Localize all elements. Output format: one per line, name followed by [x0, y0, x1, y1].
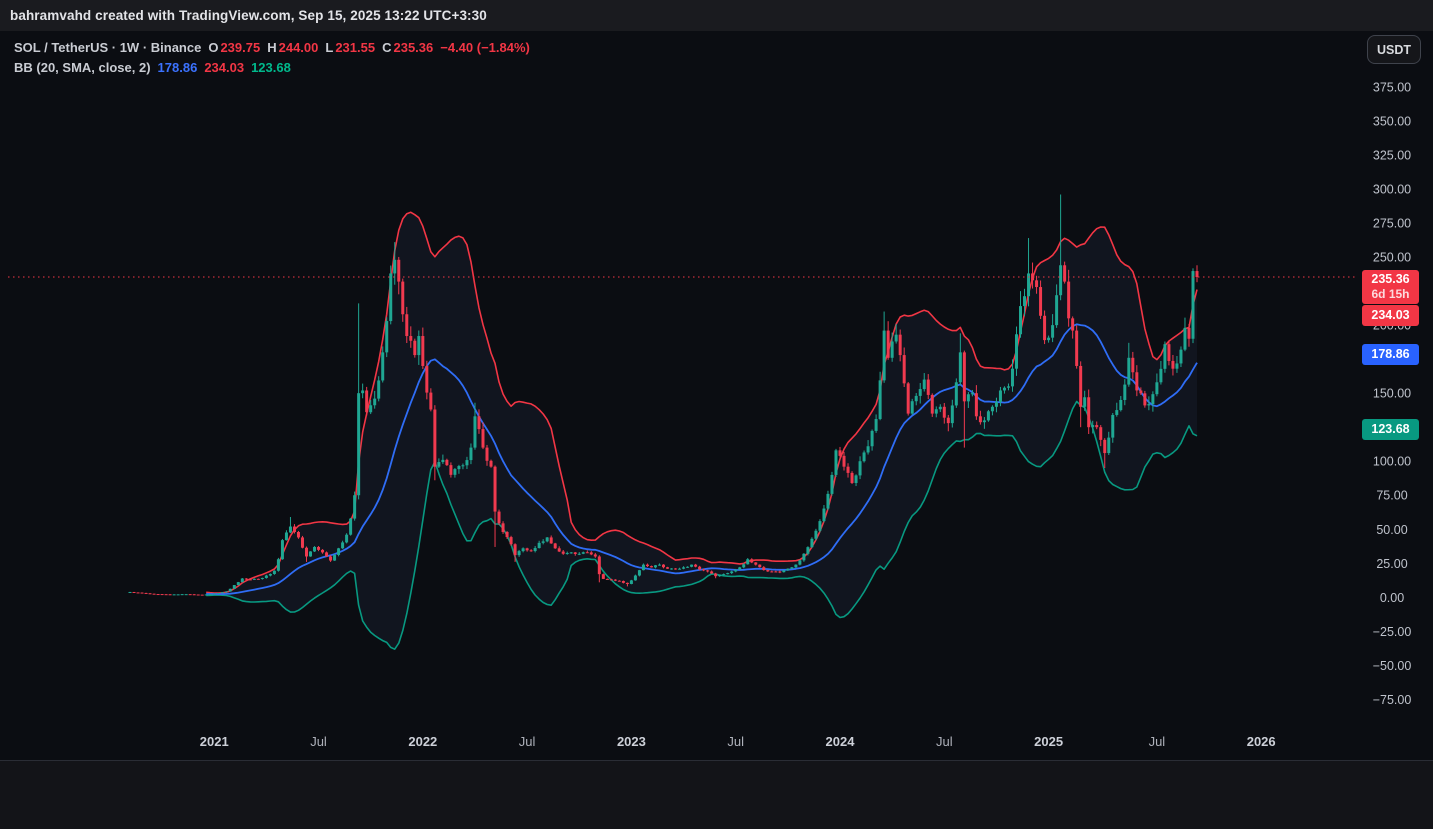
bb-band-fill [206, 212, 1197, 650]
price-axis-label: 100.00 [1373, 455, 1411, 469]
price-axis-label: 0.00 [1380, 591, 1404, 605]
bb-basis-value: 178.86 [157, 60, 198, 75]
symbol-ohlc-row: SOL / TetherUS · 1W · Binance O 239.75 H… [14, 38, 530, 58]
bottom-toolbar: TradingView [0, 760, 1433, 829]
time-axis-label: Jul [310, 734, 327, 749]
chart-legend: SOL / TetherUS · 1W · Binance O 239.75 H… [14, 38, 530, 78]
attribution-text: bahramvahd created with TradingView.com,… [10, 8, 487, 23]
indicator-value-badge: 234.03 [1362, 305, 1419, 326]
time-axis-label: 2025 [1034, 734, 1063, 749]
close-label: C [382, 40, 392, 55]
low-value: 231.55 [335, 40, 376, 55]
bb-indicator-label[interactable]: BB (20, SMA, close, 2) [14, 60, 151, 75]
bb-lower-value: 123.68 [251, 60, 291, 75]
price-axis-label: −25.00 [1373, 625, 1412, 639]
price-axis-label: 150.00 [1373, 387, 1411, 401]
time-axis-label: 2021 [200, 734, 229, 749]
time-axis-label: 2024 [826, 734, 856, 749]
price-axis-label: 375.00 [1373, 81, 1411, 95]
price-axis-label: −75.00 [1373, 693, 1412, 707]
time-axis-label: Jul [936, 734, 953, 749]
time-axis-label: 2026 [1247, 734, 1276, 749]
open-label: O [208, 40, 219, 55]
price-axis[interactable]: 375.00350.00325.00300.00275.00250.00200.… [1373, 81, 1412, 707]
price-axis-label: 325.00 [1373, 149, 1411, 163]
time-axis-label: 2022 [408, 734, 437, 749]
low-label: L [325, 40, 334, 55]
attribution-bar: bahramvahd created with TradingView.com,… [0, 0, 1433, 31]
bar-countdown: 6d 15h [1371, 287, 1410, 301]
price-axis-label: 350.00 [1373, 115, 1411, 129]
candles-layer [128, 194, 1199, 596]
time-axis[interactable]: 2021 Jul 2022 Jul 2023 Jul 2024 Jul 2025 Jul 2026 [200, 734, 1276, 749]
price-axis-label: 300.00 [1373, 183, 1411, 197]
time-axis-label: Jul [1149, 734, 1166, 749]
time-axis-label: Jul [727, 734, 744, 749]
change-value: −4.40 (−1.84%) [440, 40, 530, 55]
price-axis-label: 75.00 [1376, 489, 1407, 503]
indicator-row: BB (20, SMA, close, 2) 178.86 234.03 123… [14, 58, 530, 78]
indicator-value-badge: 123.68 [1362, 419, 1419, 440]
indicator-value-badge: 178.86 [1362, 344, 1419, 365]
currency-unit-button[interactable]: USDT [1367, 35, 1421, 64]
bb-upper-value: 234.03 [204, 60, 245, 75]
price-axis-label: 50.00 [1376, 523, 1407, 537]
open-value: 239.75 [220, 40, 261, 55]
plot-area [8, 194, 1357, 650]
symbol-title[interactable]: SOL / TetherUS · 1W · Binance [14, 40, 202, 55]
close-value: 235.36 [393, 40, 434, 55]
last-price-badge: 235.36 6d 15h [1362, 270, 1419, 304]
bb-basis-line [206, 323, 1198, 595]
bb-lower-band-line [206, 400, 1198, 650]
price-axis-label: 25.00 [1376, 557, 1407, 571]
high-label: H [267, 40, 277, 55]
time-axis-label: Jul [519, 734, 536, 749]
high-value: 244.00 [278, 40, 319, 55]
price-axis-label: 250.00 [1373, 251, 1411, 265]
chart-panel-background [0, 31, 1433, 760]
time-axis-label: 2023 [617, 734, 646, 749]
price-axis-label: −50.00 [1373, 659, 1412, 673]
bb-upper-band-line [206, 211, 1198, 594]
price-axis-label: 275.00 [1373, 217, 1411, 231]
